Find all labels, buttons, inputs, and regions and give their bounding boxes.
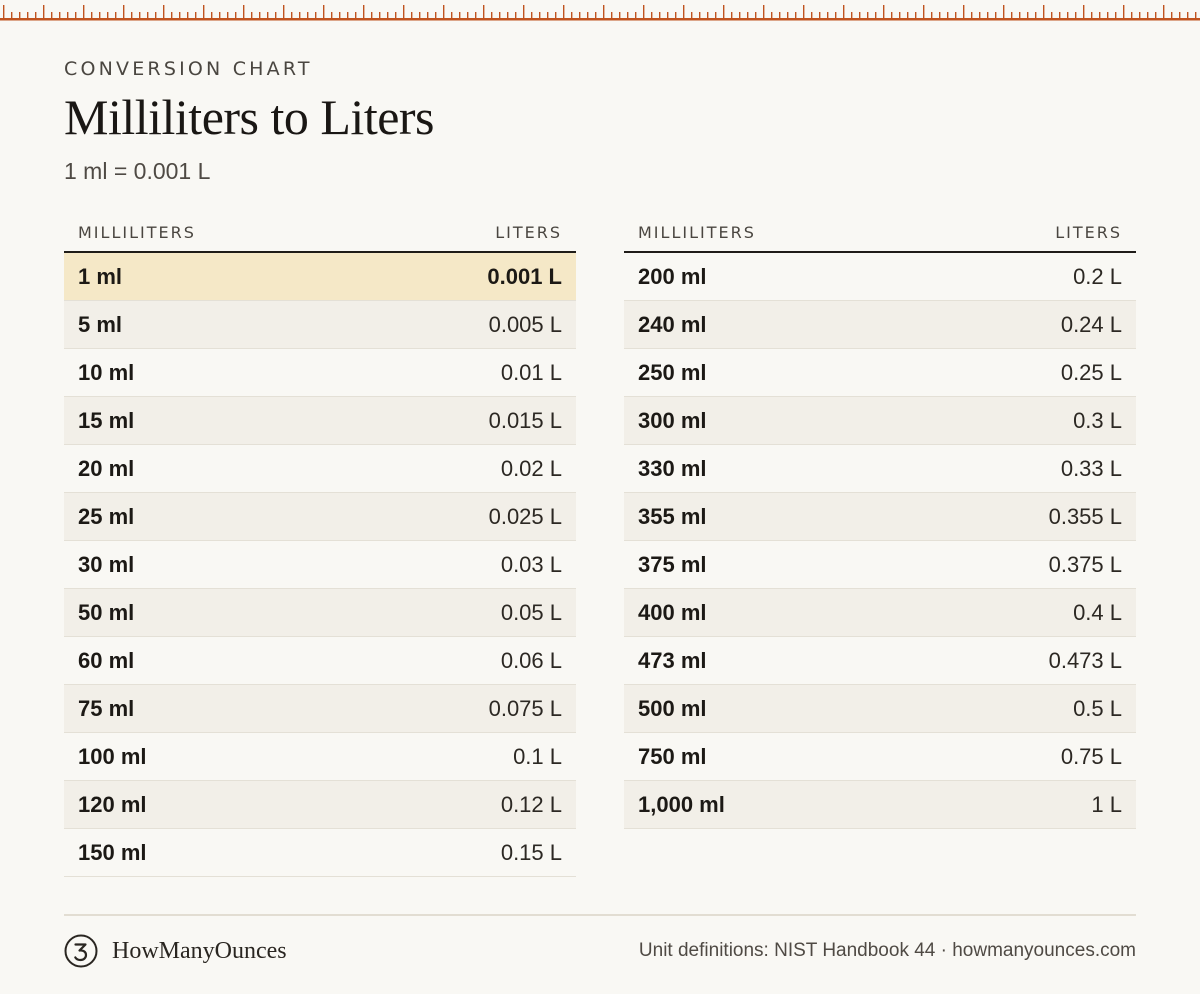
milliliters-cell: 200 ml: [638, 263, 707, 289]
milliliters-cell: 240 ml: [638, 311, 707, 337]
numeral-3-circle-icon: [64, 934, 98, 968]
table-row: 200 ml 0.2 L: [624, 253, 1136, 301]
liters-cell: 0.12 L: [500, 791, 562, 817]
table-header: MILLILITERS LITERS: [624, 214, 1136, 253]
table-row: 15 ml 0.015 L: [64, 397, 576, 445]
milliliters-cell: 120 ml: [78, 791, 147, 817]
table-row: 120 ml 0.12 L: [64, 781, 576, 829]
table-body: 200 ml 0.2 L 240 ml 0.24 L 250 ml 0.25 L 300 m…: [624, 253, 1136, 829]
page-title: Milliliters to Liters: [64, 89, 435, 145]
table-row: 240 ml 0.24 L: [624, 301, 1136, 349]
footer-divider: [64, 914, 1136, 916]
table-row: 300 ml 0.3 L: [624, 397, 1136, 445]
liters-cell: 0.15 L: [500, 839, 562, 865]
table-row: 1 ml 0.001 L: [64, 253, 576, 301]
milliliters-cell: 60 ml: [78, 647, 135, 673]
liters-cell: 0.075 L: [488, 695, 562, 721]
liters-cell: 0.015 L: [488, 407, 562, 433]
milliliters-cell: 150 ml: [78, 839, 147, 865]
table-body: 1 ml 0.001 L 5 ml 0.005 L 10 ml 0.01 L 15 ml 0.…: [64, 253, 576, 877]
table-row: 5 ml 0.005 L: [64, 301, 576, 349]
conversion-table-right: MILLILITERS LITERS 200 ml 0.2 L 240 ml 0.24…: [624, 214, 1136, 829]
milliliters-cell: 20 ml: [78, 455, 135, 481]
table-row: 375 ml 0.375 L: [624, 541, 1136, 589]
liters-cell: 0.473 L: [1048, 647, 1122, 673]
conversion-table-left: MILLILITERS LITERS 1 ml 0.001 L 5 ml 0.005 …: [64, 214, 576, 877]
liters-cell: 0.33 L: [1060, 455, 1122, 481]
table-row: 355 ml 0.355 L: [624, 493, 1136, 541]
table-row: 100 ml 0.1 L: [64, 733, 576, 781]
table-row: 75 ml 0.075 L: [64, 685, 576, 733]
table-row: 25 ml 0.025 L: [64, 493, 576, 541]
liters-cell: 0.3 L: [1073, 407, 1122, 433]
table-row: 20 ml 0.02 L: [64, 445, 576, 493]
liters-cell: 0.001 L: [487, 263, 562, 289]
liters-cell: 0.1 L: [513, 743, 562, 769]
source-footnote: Unit definitions: NIST Handbook 44 · how…: [638, 940, 1136, 961]
table-row: 1,000 ml 1 L: [624, 781, 1136, 829]
liters-cell: 0.355 L: [1048, 503, 1122, 529]
milliliters-cell: 330 ml: [638, 455, 707, 481]
liters-cell: 0.05 L: [500, 599, 562, 625]
milliliters-cell: 355 ml: [638, 503, 707, 529]
liters-cell: 0.2 L: [1073, 263, 1122, 289]
table-row: 50 ml 0.05 L: [64, 589, 576, 637]
column-header-liters: LITERS: [495, 223, 562, 242]
liters-cell: 0.03 L: [500, 551, 562, 577]
ruler-decoration: [0, 5, 1200, 21]
liters-cell: 0.25 L: [1060, 359, 1122, 385]
liters-cell: 0.01 L: [500, 359, 562, 385]
milliliters-cell: 10 ml: [78, 359, 135, 385]
milliliters-cell: 75 ml: [78, 695, 135, 721]
milliliters-cell: 15 ml: [78, 407, 135, 433]
table-row: 150 ml 0.15 L: [64, 829, 576, 877]
liters-cell: 0.375 L: [1048, 551, 1122, 577]
liters-cell: 0.5 L: [1073, 695, 1122, 721]
milliliters-cell: 300 ml: [638, 407, 707, 433]
column-header-liters: LITERS: [1055, 223, 1122, 242]
conversion-formula: 1 ml = 0.001 L: [64, 158, 211, 184]
milliliters-cell: 50 ml: [78, 599, 135, 625]
table-row: 30 ml 0.03 L: [64, 541, 576, 589]
liters-cell: 0.005 L: [488, 311, 562, 337]
milliliters-cell: 5 ml: [78, 311, 123, 337]
liters-cell: 1 L: [1091, 791, 1122, 817]
milliliters-cell: 400 ml: [638, 599, 707, 625]
table-row: 60 ml 0.06 L: [64, 637, 576, 685]
table-row: 250 ml 0.25 L: [624, 349, 1136, 397]
table-row: 10 ml 0.01 L: [64, 349, 576, 397]
table-row: 750 ml 0.75 L: [624, 733, 1136, 781]
milliliters-cell: 250 ml: [638, 359, 707, 385]
liters-cell: 0.025 L: [488, 503, 562, 529]
brand-name: HowManyOunces: [112, 937, 287, 964]
milliliters-cell: 25 ml: [78, 503, 135, 529]
eyebrow-label: CONVERSION CHART: [64, 58, 313, 80]
milliliters-cell: 100 ml: [78, 743, 147, 769]
liters-cell: 0.02 L: [500, 455, 562, 481]
liters-cell: 0.75 L: [1060, 743, 1122, 769]
milliliters-cell: 500 ml: [638, 695, 707, 721]
column-header-milliliters: MILLILITERS: [78, 223, 196, 242]
table-header: MILLILITERS LITERS: [64, 214, 576, 253]
brand-logo: HowManyOunces: [64, 934, 287, 968]
table-row: 473 ml 0.473 L: [624, 637, 1136, 685]
liters-cell: 0.24 L: [1060, 311, 1122, 337]
milliliters-cell: 1 ml: [78, 263, 123, 289]
milliliters-cell: 750 ml: [638, 743, 707, 769]
liters-cell: 0.06 L: [500, 647, 562, 673]
liters-cell: 0.4 L: [1073, 599, 1122, 625]
table-row: 400 ml 0.4 L: [624, 589, 1136, 637]
milliliters-cell: 30 ml: [78, 551, 135, 577]
table-row: 500 ml 0.5 L: [624, 685, 1136, 733]
column-header-milliliters: MILLILITERS: [638, 223, 756, 242]
milliliters-cell: 375 ml: [638, 551, 707, 577]
milliliters-cell: 473 ml: [638, 647, 707, 673]
table-row: 330 ml 0.33 L: [624, 445, 1136, 493]
milliliters-cell: 1,000 ml: [638, 791, 725, 817]
